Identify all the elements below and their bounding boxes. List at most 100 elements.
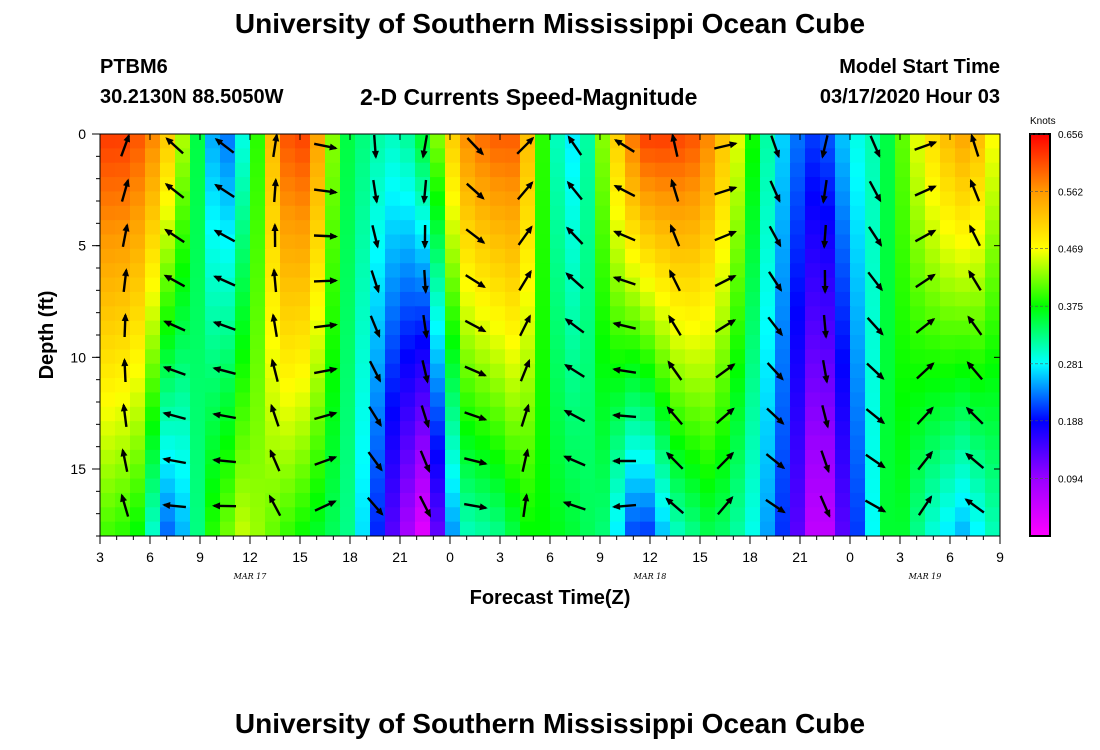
heatmap-cell — [805, 449, 821, 465]
heatmap-cell — [670, 406, 686, 422]
heatmap-cell — [175, 335, 191, 350]
vector-arrowhead — [667, 360, 675, 369]
heatmap-cell — [895, 349, 911, 365]
heatmap-cell — [730, 421, 746, 437]
vector-arrowhead — [666, 406, 675, 415]
heatmap-cell — [520, 349, 536, 365]
heatmap-cell — [160, 191, 176, 207]
heatmap-cell — [700, 263, 716, 279]
heatmap-cell — [730, 335, 746, 350]
heatmap-cell — [370, 478, 386, 494]
heatmap-cell — [550, 191, 566, 207]
heatmap-cell — [925, 492, 941, 508]
heatmap-cell — [295, 248, 311, 264]
heatmap-cell — [760, 335, 776, 350]
heatmap-cell — [385, 406, 401, 422]
heatmap-cell — [625, 492, 641, 508]
heatmap-cell — [160, 162, 176, 178]
heatmap-cell — [790, 335, 806, 350]
vector-arrowhead — [165, 137, 174, 146]
heatmap-cell — [295, 191, 311, 207]
heatmap-cell — [205, 205, 221, 221]
x-tick-label: 6 — [546, 549, 554, 565]
heatmap-cell — [460, 220, 476, 236]
heatmap-cell — [370, 335, 386, 350]
heatmap-cell — [295, 435, 311, 451]
heatmap-cell — [355, 191, 371, 207]
heatmap-cell — [520, 378, 536, 394]
heatmap-cell — [100, 378, 116, 394]
heatmap-cell — [145, 191, 161, 207]
heatmap-cell — [850, 335, 866, 350]
heatmap-cell — [505, 363, 521, 379]
x-tick-label: 18 — [342, 549, 358, 565]
heatmap-cell — [295, 263, 311, 279]
heatmap-cell — [535, 306, 551, 322]
heatmap-cell — [715, 406, 731, 422]
heatmap-cell — [895, 392, 911, 408]
heatmap-cell — [115, 478, 131, 494]
heatmap-cell — [190, 248, 206, 264]
heatmap-cell — [760, 464, 776, 480]
heatmap-cell — [700, 507, 716, 523]
heatmap-cell — [205, 291, 221, 307]
x-date-label: MAR 19 — [908, 572, 942, 581]
heatmap-cell — [850, 363, 866, 379]
heatmap-cell — [880, 492, 896, 508]
heatmap-cell — [970, 406, 986, 422]
heatmap-cell — [745, 191, 761, 207]
heatmap-cell — [475, 507, 491, 523]
heatmap-cell — [400, 378, 416, 394]
heatmap-cell — [835, 162, 851, 178]
vector-arrowhead — [371, 150, 379, 159]
vector-arrowhead — [372, 195, 380, 204]
heatmap-cell — [835, 205, 851, 221]
heatmap-cell — [310, 406, 326, 422]
heatmap-cell — [100, 277, 116, 293]
heatmap-cell — [700, 248, 716, 264]
heatmap-cell — [730, 406, 746, 422]
heatmap-cell — [760, 234, 776, 250]
heatmap-cell — [325, 205, 341, 221]
heatmap-cell — [520, 234, 536, 250]
colorbar-label: 0.375 — [1058, 302, 1083, 313]
colorbar-label: 0.562 — [1058, 188, 1083, 199]
y-tick-label: 0 — [78, 126, 86, 142]
heatmap-cell — [295, 148, 311, 164]
heatmap-cell — [730, 162, 746, 178]
heatmap-cell — [160, 205, 176, 221]
heatmap-cell — [355, 464, 371, 480]
heatmap-cell — [175, 435, 191, 451]
heatmap-cell — [745, 234, 761, 250]
heatmap-cell — [670, 306, 686, 322]
heatmap-cell — [535, 392, 551, 408]
heatmap-cell — [310, 435, 326, 451]
heatmap-cell — [460, 363, 476, 379]
heatmap-cell — [175, 507, 191, 523]
heatmap-cell — [100, 205, 116, 221]
heatmap-cell — [325, 320, 341, 336]
heatmap-cell — [955, 134, 971, 149]
heatmap-cell — [355, 234, 371, 250]
heatmap-cell — [730, 263, 746, 279]
heatmap-cell — [670, 248, 686, 264]
heatmap-cell — [415, 177, 431, 193]
heatmap-cell — [535, 320, 551, 336]
x-tick-label: 21 — [792, 549, 808, 565]
heatmap-cell — [655, 134, 671, 149]
heatmap-cell — [520, 205, 536, 221]
heatmap-cell — [730, 234, 746, 250]
vector-arrowhead — [774, 238, 782, 248]
heatmap-cell — [280, 421, 296, 437]
vector-arrowhead — [928, 185, 937, 193]
heatmap-cell — [340, 306, 356, 322]
vector-arrowhead — [212, 502, 221, 510]
heatmap-cell — [895, 406, 911, 422]
heatmap-cell — [760, 205, 776, 221]
vector-arrowhead — [928, 141, 938, 148]
heatmap-cell — [265, 162, 281, 178]
heatmap-cell — [625, 134, 641, 149]
heatmap-cell — [505, 148, 521, 164]
heatmap-cell — [100, 248, 116, 264]
heatmap-cell — [175, 349, 191, 365]
